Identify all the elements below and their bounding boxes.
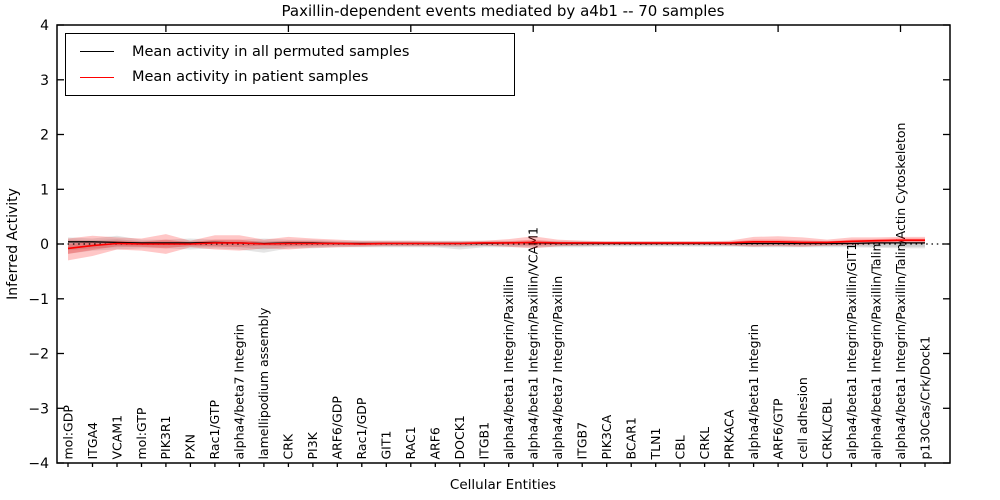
y-tick-label: −4 (28, 456, 49, 472)
y-tick-label: 3 (40, 73, 49, 89)
legend-label-patient: Mean activity in patient samples (132, 69, 369, 86)
x-axis-label: Cellular Entities (449, 477, 557, 493)
legend-item-patient: Mean activity in patient samples (66, 69, 514, 85)
y-tick-label: 1 (40, 182, 49, 198)
x-category-label: ARF6/GTP (770, 398, 785, 459)
x-category-label: mol:GTP (134, 407, 149, 459)
x-category-label: alpha4/beta1 Integrin/Paxillin/GIT1 (844, 243, 859, 460)
x-category-label: PI3K (305, 431, 320, 459)
y-tick-label: −1 (28, 292, 49, 308)
x-category-label: CRK (281, 433, 296, 459)
x-category-label: alpha4/beta1 Integrin (746, 324, 761, 460)
x-category-label: alpha4/beta1 Integrin/Paxillin/Talin (868, 244, 883, 460)
x-category-label: Rac1/GDP (354, 397, 369, 459)
x-category-label: VCAM1 (109, 415, 124, 460)
permuted-spread-inner-band (68, 239, 925, 250)
x-category-label: alpha4/beta1 Integrin/Paxillin/VCAM1 (526, 227, 541, 459)
y-tick-label: −3 (28, 401, 49, 417)
permuted-spread-outer-band (68, 235, 925, 254)
y-tick-labels: 4 3 2 1 0 −1 −2 −3 −4 (28, 18, 49, 472)
x-category-label: ITGB7 (575, 422, 590, 460)
x-category-label: alpha4/beta1 Integrin/Paxillin/Talin/Act… (893, 123, 908, 460)
x-category-label: ITGA4 (85, 422, 100, 460)
x-category-label: lamellipodium assembly (256, 307, 271, 459)
x-category-label: CRKL/CBL (819, 398, 834, 459)
y-tick-label: 0 (40, 237, 49, 253)
legend-label-permuted: Mean activity in all permuted samples (132, 43, 410, 60)
x-category-label: alpha4/beta7 Integrin/Paxillin (550, 276, 565, 460)
mean-line-patient (67, 239, 925, 250)
x-category-label: PRKACA (721, 409, 736, 459)
x-category-label: ITGB1 (477, 422, 492, 460)
x-category-label: RAC1 (403, 426, 418, 459)
x-category-label: alpha4/beta1 Integrin/Paxillin (501, 276, 516, 460)
x-category-label: PXN (183, 434, 198, 459)
legend-item-permuted: Mean activity in all permuted samples (66, 44, 514, 60)
x-category-label: TLN1 (648, 428, 663, 461)
chart-title: Paxillin-dependent events mediated by a4… (281, 2, 725, 20)
y-tick-label: 4 (40, 18, 49, 34)
x-category-label: CBL (672, 435, 687, 459)
x-category-label: Rac1/GTP (207, 400, 222, 460)
x-category-label: mol:GDP (60, 405, 75, 460)
plot-frame (56, 24, 951, 464)
x-category-label: p130Cas/Crk/Dock1 (917, 336, 932, 460)
x-category-label: PIK3CA (599, 414, 614, 459)
y-tick-label: 2 (40, 128, 49, 144)
x-category-labels: mol:GDP ITGA4 VCAM1 mol:GTP PIK3R1 PXN Rac1/GT… (60, 123, 932, 461)
patient-spread-outer-band (68, 234, 925, 261)
legend-box: Mean activity in all permuted samples Me… (65, 33, 515, 96)
x-category-label: alpha4/beta7 Integrin (232, 324, 247, 460)
legend-swatch-permuted (80, 51, 114, 53)
legend-swatch-patient (80, 76, 114, 78)
y-tick-label: −2 (28, 347, 49, 363)
y-axis-label: Inferred Activity (5, 188, 21, 300)
x-category-label: DOCK1 (452, 415, 467, 459)
x-category-label: PIK3R1 (158, 415, 173, 459)
x-category-label: ARF6/GDP (330, 396, 345, 460)
x-category-label: CRKL (697, 427, 712, 460)
x-category-label: ARF6 (428, 427, 443, 459)
x-category-label: GIT1 (379, 431, 394, 460)
x-category-label: cell adhesion (795, 377, 810, 459)
x-category-label: BCAR1 (624, 417, 639, 459)
